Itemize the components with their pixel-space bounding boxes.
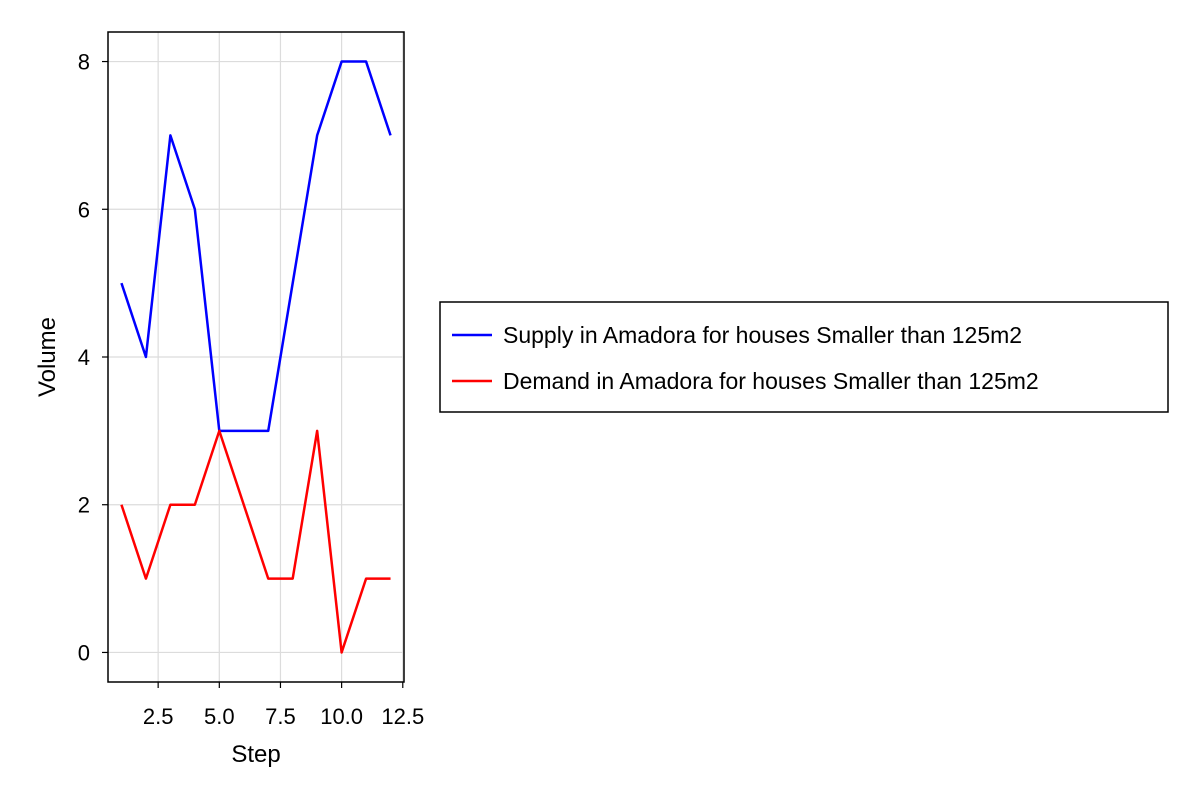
legend-items: Supply in Amadora for houses Smaller tha… — [452, 322, 1039, 394]
x-tick-label: 5.0 — [204, 704, 235, 729]
y-tick-label: 0 — [78, 640, 90, 665]
y-tick-label: 2 — [78, 493, 90, 518]
grid — [108, 32, 404, 682]
y-tick-label: 8 — [78, 50, 90, 75]
x-tick-label: 12.5 — [381, 704, 424, 729]
legend: Supply in Amadora for houses Smaller tha… — [439, 301, 1169, 413]
x-tick-label: 7.5 — [265, 704, 296, 729]
series-line-2 — [120, 429, 391, 654]
y-tick-label: 6 — [78, 197, 90, 222]
series-line-1 — [120, 60, 392, 433]
legend-box — [439, 301, 1169, 413]
x-axis-title: Step — [231, 741, 280, 768]
y-axis-title: Volume — [34, 317, 61, 397]
legend-label-1: Supply in Amadora for houses Smaller tha… — [503, 322, 1022, 348]
x-axis-ticks: 2.5 5.0 7.5 10.0 12.5 — [143, 682, 424, 729]
y-axis-ticks: 0 2 4 6 8 — [78, 50, 108, 665]
series-lines — [120, 60, 392, 654]
x-tick-label: 10.0 — [320, 704, 363, 729]
legend-label-2: Demand in Amadora for houses Smaller tha… — [503, 368, 1039, 394]
x-tick-label: 2.5 — [143, 704, 174, 729]
y-tick-label: 4 — [78, 345, 90, 370]
